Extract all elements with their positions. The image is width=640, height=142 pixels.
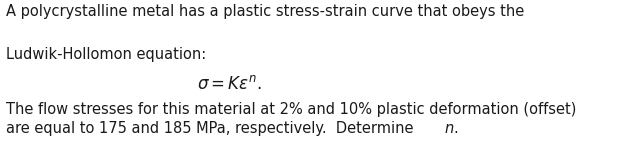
Text: A polycrystalline metal has a plastic stress-strain curve that obeys the: A polycrystalline metal has a plastic st… [6, 4, 524, 19]
Text: .: . [453, 121, 458, 136]
Text: Ludwik-Hollomon equation:: Ludwik-Hollomon equation: [6, 47, 206, 62]
Text: n: n [445, 121, 454, 136]
Text: are equal to 175 and 185 MPa, respectively.  Determine: are equal to 175 and 185 MPa, respective… [6, 121, 418, 136]
Text: The flow stresses for this material at 2% and 10% plastic deformation (offset): The flow stresses for this material at 2… [6, 102, 576, 117]
Text: $\sigma = K\varepsilon^{n}.$: $\sigma = K\varepsilon^{n}.$ [197, 75, 262, 93]
